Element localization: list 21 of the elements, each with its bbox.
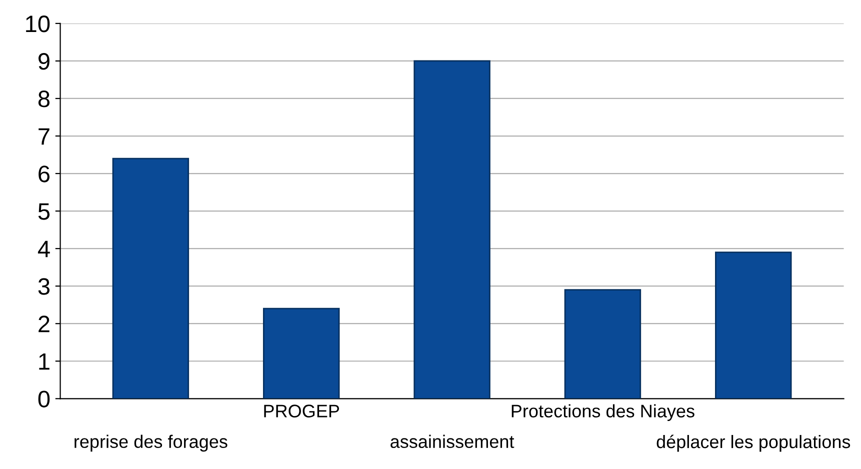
y-tick-label: 3 (38, 278, 50, 295)
y-tick-label: 10 (26, 16, 50, 32)
bar (564, 289, 642, 399)
x-tick-label: PROGEP (264, 404, 340, 418)
y-tick-label: 9 (38, 53, 50, 70)
y-tick-label: 5 (38, 203, 50, 220)
y-tick-label: 8 (38, 90, 50, 108)
y-tick-label: 2 (38, 316, 50, 332)
x-tick-label: assainissement (390, 434, 514, 448)
bar (715, 252, 792, 399)
bar (262, 308, 340, 399)
x-tick-label: reprise des forages (74, 434, 228, 452)
y-tick-label: 1 (39, 353, 50, 370)
x-tick-label: déplacer les populations (656, 434, 850, 452)
bar (414, 60, 490, 399)
y-tick-label: 4 (38, 240, 50, 258)
y-tick-label: 7 (38, 128, 50, 145)
x-tick-label: Protections des Niayes (512, 404, 694, 422)
y-tick-label: 6 (38, 166, 50, 182)
y-tick-label: 0 (38, 390, 50, 408)
bar (112, 158, 190, 399)
